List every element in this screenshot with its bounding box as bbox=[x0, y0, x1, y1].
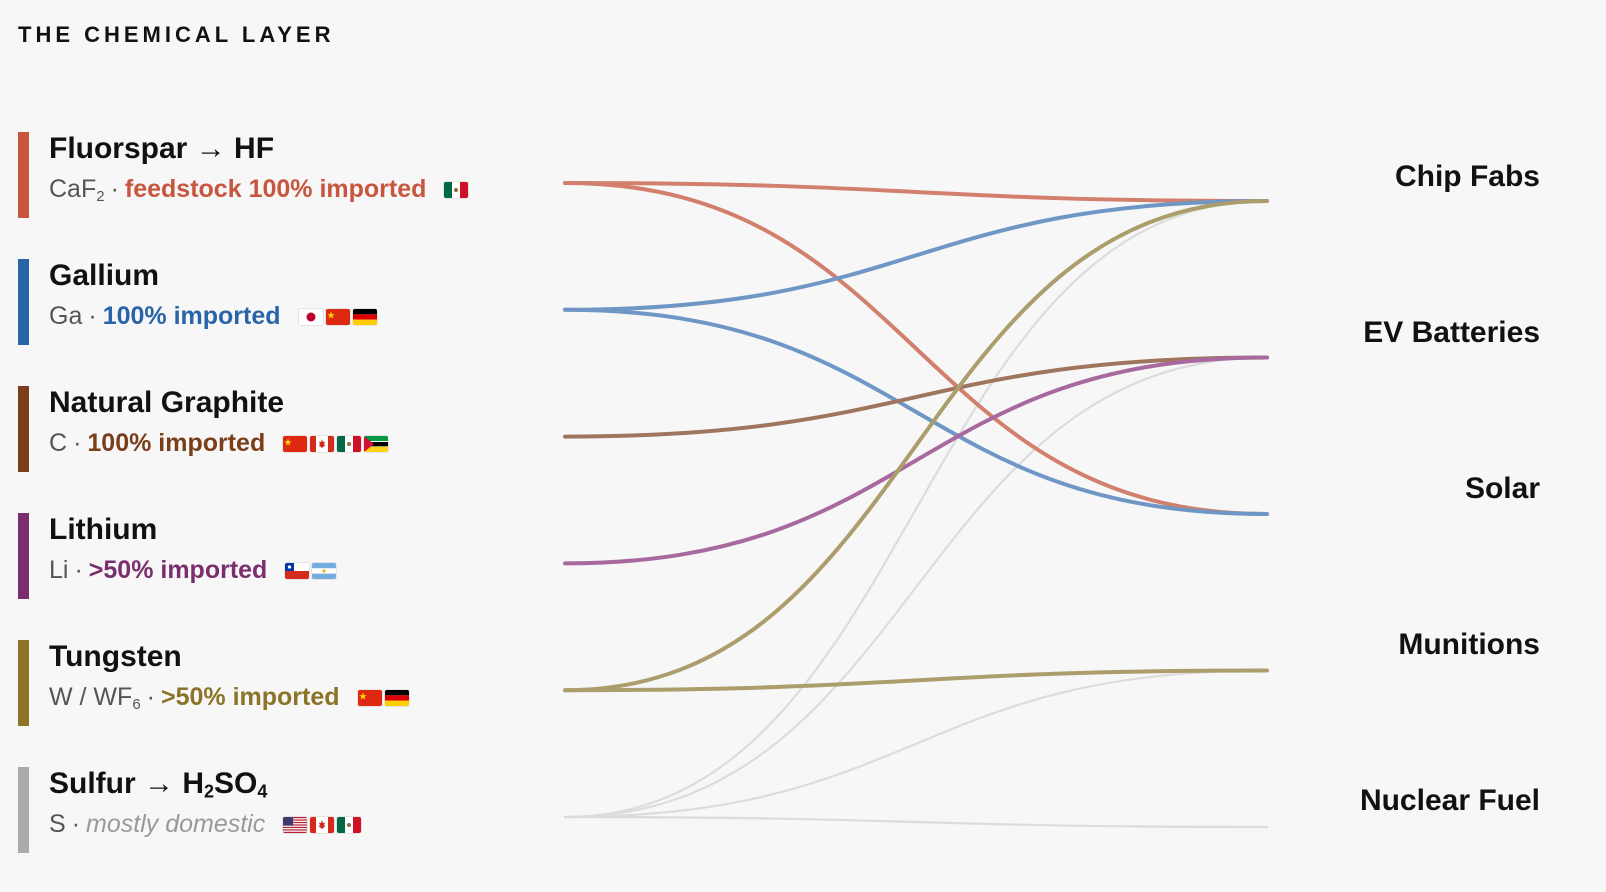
material-color-bar bbox=[18, 640, 29, 726]
material-name: Fluorspar → HF bbox=[49, 132, 275, 165]
destination-label: Nuclear Fuel bbox=[1359, 784, 1540, 817]
import-status: 100% imported bbox=[87, 429, 266, 457]
material-formula: C bbox=[49, 429, 68, 457]
material-subtitle: S · mostly domestic bbox=[49, 810, 362, 839]
mexico-flag-icon bbox=[337, 435, 362, 452]
material-subtitle: W / WF6 · >50% imported bbox=[49, 683, 409, 713]
separator-dot: · bbox=[146, 683, 155, 711]
separator-dot: · bbox=[88, 302, 97, 330]
usa-flag-icon bbox=[283, 816, 308, 833]
material-name: Tungsten bbox=[49, 640, 182, 673]
flow-link bbox=[563, 355, 1269, 439]
destination-label: Munitions bbox=[1398, 628, 1540, 661]
material-name: Gallium bbox=[49, 259, 160, 292]
chile-flag-icon bbox=[285, 562, 310, 579]
canada-flag-icon bbox=[310, 816, 335, 833]
destination-label: Chip Fabs bbox=[1394, 160, 1540, 193]
china-flag-icon bbox=[357, 689, 382, 706]
separator-dot: · bbox=[110, 175, 119, 203]
source-country-flags bbox=[283, 816, 362, 833]
flow-link bbox=[563, 199, 1269, 693]
material-subtitle: Li · >50% imported bbox=[49, 556, 337, 585]
import-status: feedstock 100% imported bbox=[124, 175, 427, 203]
flow-link bbox=[563, 181, 1269, 516]
canada-flag-icon bbox=[310, 435, 335, 452]
destination-label: EV Batteries bbox=[1363, 316, 1540, 349]
china-flag-icon bbox=[325, 308, 350, 325]
material-subtitle: C · 100% imported bbox=[49, 429, 389, 458]
material-color-bar bbox=[18, 513, 29, 599]
material-formula: S bbox=[49, 810, 66, 838]
flow-link bbox=[563, 181, 1269, 203]
material-row: Gallium Ga · 100% imported bbox=[18, 259, 538, 345]
source-country-flags bbox=[357, 689, 409, 706]
source-country-flags bbox=[285, 562, 337, 579]
destination-label: Solar bbox=[1464, 472, 1540, 505]
source-country-flags bbox=[283, 435, 389, 452]
separator-dot: · bbox=[73, 429, 82, 457]
material-formula: CaF2 bbox=[49, 175, 105, 205]
flow-link bbox=[563, 199, 1269, 312]
source-country-flags bbox=[298, 308, 377, 325]
germany-flag-icon bbox=[384, 689, 409, 706]
material-color-bar bbox=[18, 386, 29, 472]
flow-link bbox=[563, 199, 1269, 819]
material-row: Sulfur → H2SO4 S · mostly domestic bbox=[18, 767, 538, 853]
material-formula: W / WF6 bbox=[49, 683, 141, 713]
material-name: Sulfur → H2SO4 bbox=[49, 767, 268, 802]
material-name: Natural Graphite bbox=[49, 386, 285, 419]
flow-link bbox=[563, 307, 1269, 516]
china-flag-icon bbox=[283, 435, 308, 452]
mexico-flag-icon bbox=[337, 816, 362, 833]
material-subtitle: Ga · 100% imported bbox=[49, 302, 377, 331]
import-status: mostly domestic bbox=[86, 810, 266, 838]
material-name: Lithium bbox=[49, 513, 158, 546]
material-row: Natural Graphite C · 100% imported bbox=[18, 386, 538, 472]
material-row: Fluorspar → HF CaF2 · feedstock 100% import… bbox=[18, 132, 538, 218]
mexico-flag-icon bbox=[444, 181, 469, 198]
material-row: Tungsten W / WF6 · >50% imported bbox=[18, 640, 538, 726]
section-title: THE CHEMICAL LAYER bbox=[18, 22, 335, 47]
flow-link bbox=[563, 815, 1269, 829]
separator-dot: · bbox=[71, 810, 81, 838]
source-country-flags bbox=[444, 181, 469, 198]
material-color-bar bbox=[18, 259, 29, 345]
flow-link bbox=[563, 355, 1269, 566]
argentina-flag-icon bbox=[312, 562, 337, 579]
flow-link bbox=[563, 668, 1269, 693]
germany-flag-icon bbox=[352, 308, 377, 325]
material-formula: Ga bbox=[49, 302, 83, 330]
flow-link bbox=[563, 669, 1269, 819]
separator-dot: · bbox=[74, 556, 83, 584]
material-subtitle: CaF2 · feedstock 100% imported bbox=[49, 175, 469, 205]
japan-flag-icon bbox=[298, 308, 323, 325]
material-color-bar bbox=[18, 767, 29, 853]
import-status: >50% imported bbox=[88, 556, 268, 584]
material-formula: Li bbox=[49, 556, 69, 584]
import-status: 100% imported bbox=[102, 302, 281, 330]
material-color-bar bbox=[18, 132, 29, 218]
mozambique-flag-icon bbox=[364, 435, 389, 452]
import-status: >50% imported bbox=[160, 683, 340, 711]
flow-link bbox=[563, 356, 1269, 819]
material-row: Lithium Li · >50% imported bbox=[18, 513, 538, 599]
